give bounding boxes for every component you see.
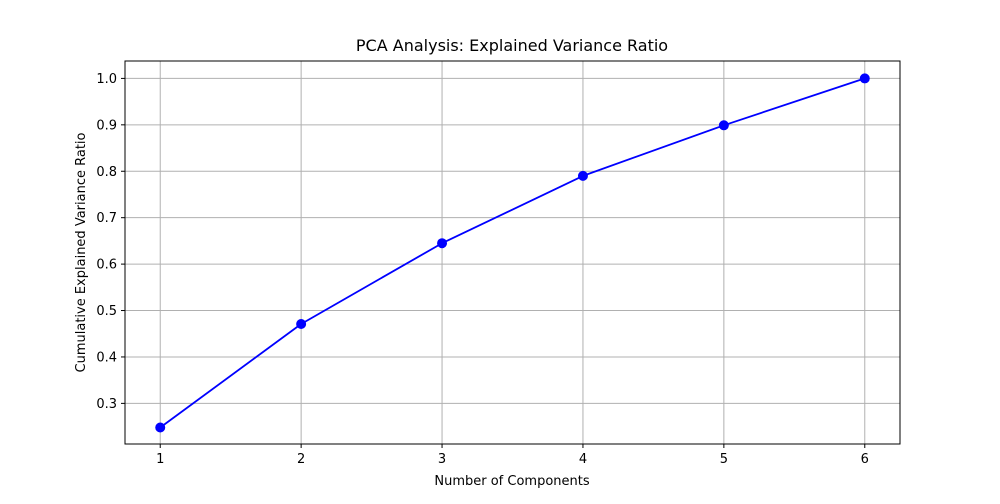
x-tick-label: 5: [720, 452, 728, 467]
data-point-marker: [718, 120, 729, 131]
marker-layer: [155, 73, 870, 433]
y-tick-label: 0.7: [96, 211, 117, 226]
y-tick-label: 0.6: [96, 258, 117, 273]
grid-layer: [125, 61, 900, 444]
x-tick-label: 1: [156, 452, 164, 467]
y-tick-label: 0.9: [96, 118, 117, 133]
x-tick-label: 2: [297, 452, 305, 467]
chart-title: PCA Analysis: Explained Variance Ratio: [356, 36, 668, 55]
data-point-marker: [437, 238, 448, 249]
y-tick-label: 0.3: [96, 397, 117, 412]
y-tick-label: 0.5: [96, 304, 117, 319]
y-tick-label: 0.8: [96, 165, 117, 180]
x-tick-label: 4: [579, 452, 587, 467]
data-point-marker: [296, 318, 307, 329]
plot-area-frame: [124, 60, 901, 445]
data-point-marker: [859, 73, 870, 84]
line-layer: [159, 77, 866, 429]
series-line: [159, 77, 866, 429]
y-tick-label: 1.0: [96, 72, 117, 87]
y-axis-label: Cumulative Explained Variance Ratio: [74, 132, 89, 372]
y-tick-label: 0.4: [96, 350, 117, 365]
data-point-marker: [155, 422, 166, 433]
tick-layer: 1 2 3 4 5 6 0.3 0.4 0.5 0.6 0.7 0.8 0.9 1.0: [96, 72, 869, 467]
data-point-marker: [577, 170, 588, 181]
x-tick-label: 6: [861, 452, 869, 467]
x-tick-label: 3: [438, 452, 446, 467]
x-axis-label: Number of Components: [434, 474, 589, 489]
